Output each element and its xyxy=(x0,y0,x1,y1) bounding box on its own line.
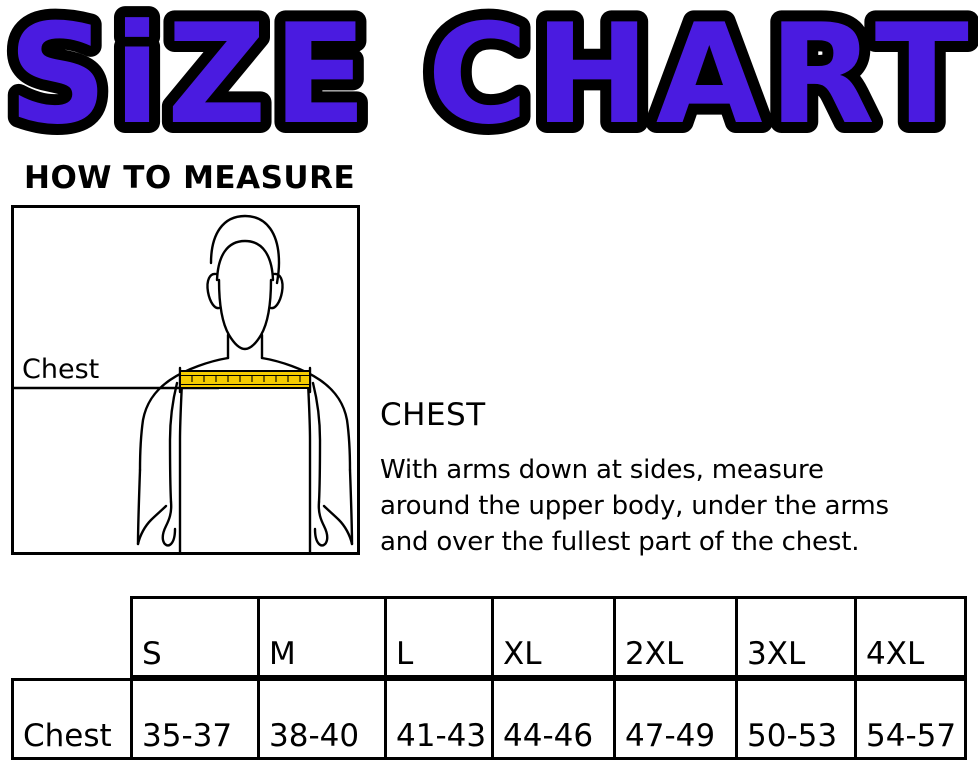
table-header-label: XL xyxy=(503,636,542,672)
table-row: 50-53 xyxy=(735,678,857,760)
table-row-label-cell: Chest xyxy=(11,678,133,760)
table-row: 38-40 xyxy=(257,678,387,760)
table-cell-value: 41-43 xyxy=(396,718,487,754)
table-header-cell-m: M xyxy=(257,596,387,678)
table-header-label: L xyxy=(396,636,414,672)
table-row: 54-57 xyxy=(854,678,967,760)
title-fill-text: SiZE CHART xyxy=(8,0,975,152)
table-header-cell-xl: XL xyxy=(491,596,616,678)
table-cell-value: 44-46 xyxy=(503,718,594,754)
table-row: 47-49 xyxy=(613,678,738,760)
title-outline-text: SiZE CHART xyxy=(8,0,975,152)
table-header-cell-2xl: 2XL xyxy=(613,596,738,678)
table-header-cell-s: S xyxy=(130,596,260,678)
table-row-label: Chest xyxy=(23,718,112,754)
chest-description-line-3: and over the fullest part of the chest. xyxy=(380,527,860,557)
table-cell-value: 35-37 xyxy=(142,718,233,754)
chest-description-line-2: around the upper body, under the arms xyxy=(380,491,889,521)
how-to-measure-heading: HOW TO MEASURE xyxy=(24,160,356,196)
table-header-label: 3XL xyxy=(747,636,806,672)
table-row: 44-46 xyxy=(491,678,616,760)
chest-description-line-1: With arms down at sides, measure xyxy=(380,455,824,485)
table-row: 35-37 xyxy=(130,678,260,760)
table-cell-value: 47-49 xyxy=(625,718,716,754)
chest-section-heading: CHEST xyxy=(380,397,486,433)
table-cell-value: 38-40 xyxy=(269,718,360,754)
measuring-tape-icon xyxy=(179,370,311,389)
size-table: S M L XL 2XL 3XL 4XL Chest 35-37 38-40 4… xyxy=(0,596,978,760)
table-header-label: 2XL xyxy=(625,636,684,672)
table-cell-value: 50-53 xyxy=(747,718,838,754)
male-torso-figure-icon xyxy=(14,214,354,552)
table-header-label: M xyxy=(269,636,296,672)
table-header-cell-3xl: 3XL xyxy=(735,596,857,678)
page-title: SiZE CHART SiZE CHART xyxy=(0,0,978,152)
chest-description: With arms down at sides, measure around … xyxy=(380,452,978,560)
table-header-label: 4XL xyxy=(866,636,925,672)
table-header-cell-4xl: 4XL xyxy=(854,596,967,678)
title-artwork: SiZE CHART SiZE CHART xyxy=(0,0,978,152)
chest-diagram-label: Chest xyxy=(22,354,100,385)
measurement-diagram xyxy=(11,205,360,555)
table-header-label: S xyxy=(142,636,162,672)
table-cell-value: 54-57 xyxy=(866,718,957,754)
